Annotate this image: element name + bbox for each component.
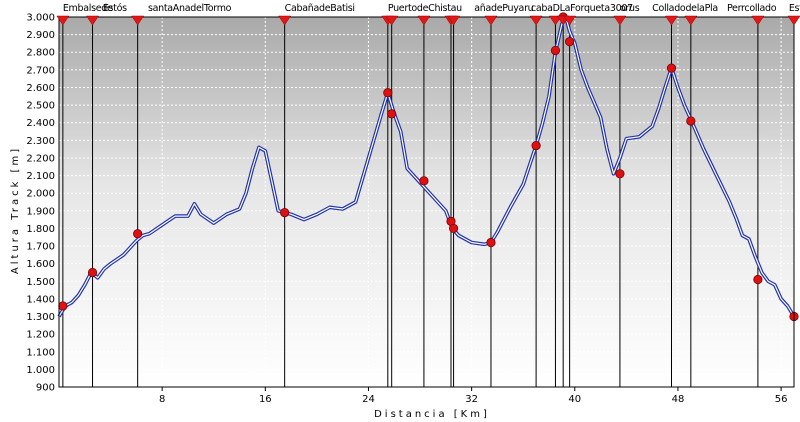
waypoint-flag bbox=[613, 15, 627, 26]
waypoint-label: Esta bbox=[789, 3, 800, 14]
y-tick-label: 1.800 bbox=[26, 224, 55, 235]
elevation-line-inner bbox=[58, 16, 795, 317]
y-tick-label: 2.800 bbox=[26, 48, 55, 59]
y-tick-label: 900 bbox=[36, 383, 55, 394]
waypoint-marker bbox=[565, 37, 575, 47]
waypoint-flag bbox=[278, 15, 292, 26]
y-tick-label: 2.600 bbox=[26, 83, 55, 94]
x-tick-label: 16 bbox=[259, 394, 272, 405]
y-tick-label: 1.500 bbox=[26, 277, 55, 288]
waypoint-flag bbox=[56, 15, 70, 26]
waypoint-label: CabañadeBatisi bbox=[285, 3, 355, 14]
series-group bbox=[57, 15, 796, 318]
waypoint-marker bbox=[280, 207, 290, 218]
waypoint-flag bbox=[417, 15, 431, 26]
waypoint-marker bbox=[133, 229, 143, 239]
waypoint-lines bbox=[62, 17, 795, 387]
y-tick-label: 3.000 bbox=[26, 13, 55, 24]
y-tick-label: 1.900 bbox=[26, 206, 55, 217]
waypoint-flag bbox=[86, 15, 99, 26]
waypoint-flag bbox=[385, 15, 399, 26]
waypoint-flag bbox=[447, 15, 461, 26]
y-tick-label: 1.300 bbox=[26, 312, 55, 323]
waypoint-marker bbox=[448, 223, 459, 234]
waypoint-flag bbox=[131, 15, 145, 26]
waypoint-flag bbox=[484, 15, 498, 26]
waypoint-marker bbox=[87, 267, 98, 278]
waypoint-label: Embalsede bbox=[63, 3, 113, 14]
y-tick-label: 1.600 bbox=[26, 259, 55, 270]
y-tick-label: 1.400 bbox=[26, 294, 55, 305]
x-tick-label: 56 bbox=[775, 394, 788, 405]
waypoint-flag bbox=[665, 15, 678, 26]
y-tick-label: 1.100 bbox=[26, 347, 55, 358]
waypoint-label: santaAnadelTormo bbox=[148, 3, 232, 14]
y-tick-label: 2.500 bbox=[26, 101, 55, 112]
waypoint-flag bbox=[529, 15, 543, 26]
y-tick-label: 1.000 bbox=[26, 365, 55, 376]
x-tick-label: 40 bbox=[568, 394, 581, 405]
x-tick-label: 8 bbox=[159, 394, 165, 405]
waypoint-marker bbox=[419, 176, 429, 186]
waypoint-label: ColladodelaPla bbox=[652, 3, 718, 14]
y-axis-label: Altura Track [m] bbox=[10, 146, 21, 274]
waypoint-marker bbox=[615, 169, 625, 179]
y-tick-label: 2.100 bbox=[26, 171, 55, 182]
x-axis-label: Distancia [Km] bbox=[374, 409, 490, 420]
waypoint-label: orus bbox=[620, 3, 640, 14]
waypoint-marker bbox=[486, 237, 496, 248]
y-tick-label: 2.300 bbox=[26, 136, 55, 147]
waypoint-flag bbox=[751, 15, 765, 26]
waypoint-marker bbox=[58, 301, 68, 311]
y-tick-label: 1.700 bbox=[26, 242, 55, 253]
waypoint-label: Perrcollado bbox=[727, 3, 777, 14]
y-tick-label: 2.700 bbox=[26, 65, 55, 76]
waypoint-label: añadePuyaru bbox=[474, 3, 533, 14]
waypoint-flag bbox=[684, 15, 698, 26]
waypoint-marker bbox=[383, 88, 393, 98]
waypoint-label: PuertodeChistau bbox=[388, 3, 462, 14]
x-tick-label: 32 bbox=[465, 394, 478, 405]
waypoint-marker bbox=[753, 274, 763, 285]
waypoint-label: Estós bbox=[103, 3, 127, 14]
y-tick-label: 2.900 bbox=[26, 30, 55, 41]
x-tick-labels: 8 16 24 32 40 48 56 bbox=[159, 394, 788, 405]
waypoint-flag bbox=[787, 15, 800, 26]
waypoint-marker bbox=[387, 109, 397, 119]
y-tick-label: 2.200 bbox=[26, 153, 55, 164]
waypoint-label: cabaDLaForqueta3007 bbox=[531, 3, 633, 14]
y-tick-label: 1.200 bbox=[26, 330, 55, 341]
y-tick-labels: 900 1.000 1.100 1.200 1.300 1.400 1.500 1.600 1.… bbox=[26, 13, 55, 394]
waypoint-flag bbox=[563, 15, 577, 26]
waypoint-flags bbox=[56, 15, 800, 26]
plot-background bbox=[59, 17, 794, 387]
waypoint-marker bbox=[531, 141, 541, 151]
y-tick-label: 2.000 bbox=[26, 189, 55, 200]
y-tick-label: 2.400 bbox=[26, 118, 55, 129]
waypoint-marker bbox=[686, 116, 696, 126]
waypoint-marker bbox=[666, 63, 677, 73]
x-tick-label: 48 bbox=[672, 394, 685, 405]
marker-group bbox=[58, 12, 799, 322]
waypoint-marker bbox=[550, 45, 561, 56]
x-tick-label: 24 bbox=[362, 394, 375, 405]
